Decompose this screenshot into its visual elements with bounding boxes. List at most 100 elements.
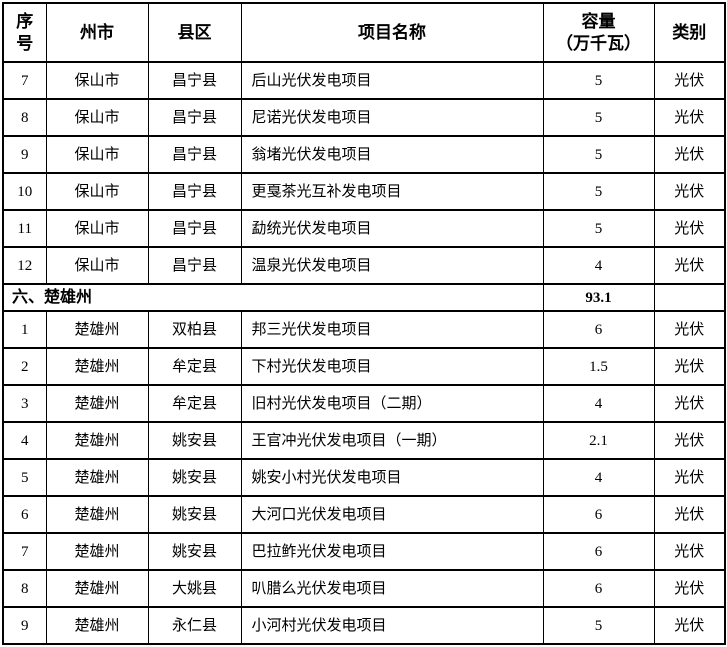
cell-capacity: 6 xyxy=(542,569,655,608)
table-body: 7 保山市 昌宁县 后山光伏发电项目 5 光伏 8 保山市 昌宁县 尼诺光伏发电项目 5 光伏 9 保山市… xyxy=(2,61,726,645)
col-header-index: 序 号 xyxy=(2,2,47,63)
cell-prefecture: 保山市 xyxy=(45,98,149,137)
cell-capacity: 1.5 xyxy=(542,347,655,386)
cell-category: 光伏 xyxy=(653,98,726,137)
cell-prefecture: 楚雄州 xyxy=(45,310,149,349)
col-header-county: 县区 xyxy=(147,2,242,63)
table-header: 序 号 州市 县区 项目名称 容量 （万千瓦） 类别 xyxy=(2,2,726,63)
cell-project: 大河口光伏发电项目 xyxy=(240,495,544,534)
col-header-project-name: 项目名称 xyxy=(240,2,544,63)
cell-category: 光伏 xyxy=(653,569,726,608)
col-header-prefecture: 州市 xyxy=(45,2,149,63)
cell-project: 旧村光伏发电项目（二期） xyxy=(240,384,544,423)
table-row: 3 楚雄州 牟定县 旧村光伏发电项目（二期） 4 光伏 xyxy=(2,384,726,423)
cell-county: 昌宁县 xyxy=(147,209,242,248)
cell-index: 9 xyxy=(2,606,47,645)
cell-index: 11 xyxy=(2,209,47,248)
cell-category: 光伏 xyxy=(653,606,726,645)
cell-prefecture: 保山市 xyxy=(45,61,149,100)
cell-project: 下村光伏发电项目 xyxy=(240,347,544,386)
cell-capacity: 4 xyxy=(542,384,655,423)
cell-project: 翁堵光伏发电项目 xyxy=(240,135,544,174)
cell-project: 巴拉鲊光伏发电项目 xyxy=(240,532,544,571)
cell-capacity: 5 xyxy=(542,172,655,211)
cell-project: 勐统光伏发电项目 xyxy=(240,209,544,248)
table-row: 11 保山市 昌宁县 勐统光伏发电项目 5 光伏 xyxy=(2,209,726,248)
cell-capacity: 6 xyxy=(542,310,655,349)
table-row: 7 保山市 昌宁县 后山光伏发电项目 5 光伏 xyxy=(2,61,726,100)
cell-prefecture: 楚雄州 xyxy=(45,458,149,497)
table-row: 2 楚雄州 牟定县 下村光伏发电项目 1.5 光伏 xyxy=(2,347,726,386)
cell-project: 邦三光伏发电项目 xyxy=(240,310,544,349)
cell-capacity: 4 xyxy=(542,458,655,497)
cell-index: 3 xyxy=(2,384,47,423)
cell-prefecture: 楚雄州 xyxy=(45,532,149,571)
cell-county: 姚安县 xyxy=(147,495,242,534)
cell-project: 温泉光伏发电项目 xyxy=(240,246,544,285)
cell-index: 7 xyxy=(2,532,47,571)
cell-category: 光伏 xyxy=(653,209,726,248)
cell-category: 光伏 xyxy=(653,172,726,211)
cell-index: 6 xyxy=(2,495,47,534)
section-row: 六、楚雄州 93.1 xyxy=(2,283,726,312)
cell-index: 12 xyxy=(2,246,47,285)
cell-county: 大姚县 xyxy=(147,569,242,608)
table-row: 8 楚雄州 大姚县 叭腊么光伏发电项目 6 光伏 xyxy=(2,569,726,608)
cell-county: 永仁县 xyxy=(147,606,242,645)
table-row: 5 楚雄州 姚安县 姚安小村光伏发电项目 4 光伏 xyxy=(2,458,726,497)
cell-capacity: 6 xyxy=(542,532,655,571)
section-capacity: 93.1 xyxy=(542,283,655,312)
cell-capacity: 5 xyxy=(542,61,655,100)
cell-category: 光伏 xyxy=(653,495,726,534)
cell-capacity: 4 xyxy=(542,246,655,285)
cell-prefecture: 楚雄州 xyxy=(45,347,149,386)
cell-index: 8 xyxy=(2,98,47,137)
cell-category: 光伏 xyxy=(653,135,726,174)
cell-category: 光伏 xyxy=(653,310,726,349)
cell-capacity: 2.1 xyxy=(542,421,655,460)
cell-project: 小河村光伏发电项目 xyxy=(240,606,544,645)
cell-index: 9 xyxy=(2,135,47,174)
cell-county: 牟定县 xyxy=(147,384,242,423)
cell-index: 4 xyxy=(2,421,47,460)
cell-category: 光伏 xyxy=(653,532,726,571)
cell-prefecture: 保山市 xyxy=(45,172,149,211)
cell-prefecture: 保山市 xyxy=(45,135,149,174)
table-row: 6 楚雄州 姚安县 大河口光伏发电项目 6 光伏 xyxy=(2,495,726,534)
cell-category: 光伏 xyxy=(653,458,726,497)
cell-project: 后山光伏发电项目 xyxy=(240,61,544,100)
cell-county: 昌宁县 xyxy=(147,98,242,137)
cell-prefecture: 保山市 xyxy=(45,209,149,248)
section-title: 六、楚雄州 xyxy=(2,283,544,312)
cell-category: 光伏 xyxy=(653,421,726,460)
cell-county: 昌宁县 xyxy=(147,172,242,211)
cell-project: 更戛茶光互补发电项目 xyxy=(240,172,544,211)
cell-capacity: 5 xyxy=(542,606,655,645)
cell-project: 王官冲光伏发电项目（一期） xyxy=(240,421,544,460)
cell-category: 光伏 xyxy=(653,384,726,423)
cell-prefecture: 保山市 xyxy=(45,246,149,285)
cell-prefecture: 楚雄州 xyxy=(45,569,149,608)
cell-county: 姚安县 xyxy=(147,458,242,497)
header-row: 序 号 州市 县区 项目名称 容量 （万千瓦） 类别 xyxy=(2,2,726,63)
cell-index: 10 xyxy=(2,172,47,211)
cell-index: 2 xyxy=(2,347,47,386)
cell-prefecture: 楚雄州 xyxy=(45,495,149,534)
cell-county: 姚安县 xyxy=(147,421,242,460)
cell-category: 光伏 xyxy=(653,61,726,100)
cell-capacity: 5 xyxy=(542,135,655,174)
table-row: 4 楚雄州 姚安县 王官冲光伏发电项目（一期） 2.1 光伏 xyxy=(2,421,726,460)
cell-capacity: 6 xyxy=(542,495,655,534)
table-row: 1 楚雄州 双柏县 邦三光伏发电项目 6 光伏 xyxy=(2,310,726,349)
table-row: 8 保山市 昌宁县 尼诺光伏发电项目 5 光伏 xyxy=(2,98,726,137)
cell-county: 双柏县 xyxy=(147,310,242,349)
cell-index: 7 xyxy=(2,61,47,100)
section-category xyxy=(653,283,726,312)
table-row: 10 保山市 昌宁县 更戛茶光互补发电项目 5 光伏 xyxy=(2,172,726,211)
cell-index: 5 xyxy=(2,458,47,497)
cell-project: 叭腊么光伏发电项目 xyxy=(240,569,544,608)
cell-prefecture: 楚雄州 xyxy=(45,421,149,460)
table-row: 12 保山市 昌宁县 温泉光伏发电项目 4 光伏 xyxy=(2,246,726,285)
cell-prefecture: 楚雄州 xyxy=(45,384,149,423)
